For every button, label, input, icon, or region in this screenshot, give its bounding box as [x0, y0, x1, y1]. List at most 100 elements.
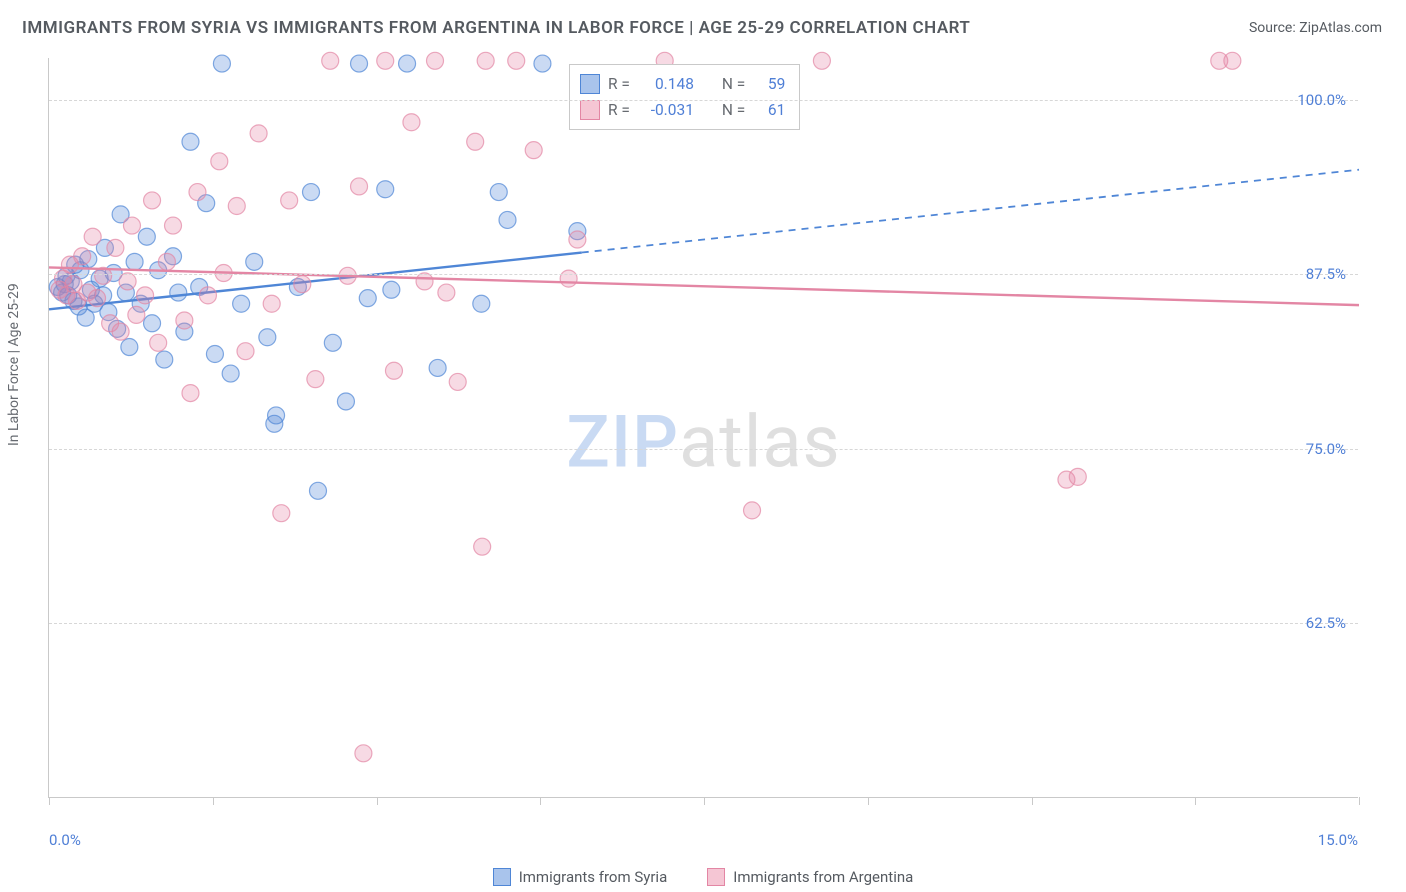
data-point	[303, 184, 320, 201]
stat-r-value: 0.148	[638, 75, 694, 93]
data-point	[112, 323, 129, 340]
stats-box: R =0.148N =59R =-0.031N =61	[569, 64, 800, 130]
data-point	[351, 55, 368, 72]
gridline	[49, 274, 1358, 275]
stat-r-label: R =	[608, 75, 630, 93]
regression-line-extrapolated	[582, 170, 1359, 253]
data-point	[170, 284, 187, 301]
data-point	[385, 362, 402, 379]
stats-row: R = 0.148 N = 59	[580, 71, 785, 97]
stat-n-label: N =	[722, 101, 745, 119]
data-point	[246, 253, 263, 270]
legend-label: Immigrants from Syria	[519, 868, 668, 886]
legend-swatch	[707, 868, 725, 886]
data-point	[211, 153, 228, 170]
data-point	[377, 52, 394, 69]
data-point	[427, 52, 444, 69]
data-point	[222, 365, 239, 382]
legend-label: Immigrants from Argentina	[733, 868, 913, 886]
data-point	[383, 281, 400, 298]
x-tick	[1195, 797, 1196, 805]
data-point	[324, 334, 341, 351]
data-point	[337, 393, 354, 410]
data-point	[150, 334, 167, 351]
data-point	[138, 228, 155, 245]
data-point	[1069, 468, 1086, 485]
data-point	[490, 184, 507, 201]
y-tick-label: 62.5%	[1306, 614, 1346, 632]
data-point	[508, 52, 525, 69]
data-point	[377, 181, 394, 198]
plot-area: ZIPatlas R =0.148N =59R =-0.031N =61 0.0…	[48, 58, 1358, 798]
x-tick	[868, 797, 869, 805]
data-point	[359, 290, 376, 307]
bottom-legend: Immigrants from Syria Immigrants from Arg…	[0, 868, 1406, 886]
data-point	[137, 287, 154, 304]
data-point	[233, 295, 250, 312]
data-point	[499, 211, 516, 228]
legend-swatch	[580, 74, 600, 94]
data-point	[403, 114, 420, 131]
data-point	[534, 55, 551, 72]
data-point	[84, 228, 101, 245]
legend-item: Immigrants from Syria	[493, 868, 668, 886]
data-point	[123, 217, 140, 234]
data-point	[813, 52, 830, 69]
data-point	[399, 55, 416, 72]
x-tick	[377, 797, 378, 805]
data-point	[416, 273, 433, 290]
data-point	[119, 273, 136, 290]
data-point	[107, 239, 124, 256]
data-point	[158, 253, 175, 270]
data-point	[176, 312, 193, 329]
data-point	[74, 248, 91, 265]
data-point	[744, 502, 761, 519]
data-point	[477, 52, 494, 69]
data-point	[121, 339, 138, 356]
legend-item: Immigrants from Argentina	[707, 868, 913, 886]
x-tick	[540, 797, 541, 805]
data-point	[259, 329, 276, 346]
legend-swatch	[493, 868, 511, 886]
x-max-label: 15.0%	[1318, 831, 1358, 849]
data-point	[126, 253, 143, 270]
chart-svg	[49, 58, 1358, 797]
data-point	[268, 407, 285, 424]
data-point	[355, 745, 372, 762]
gridline	[49, 449, 1358, 450]
data-point	[206, 346, 223, 363]
source-link[interactable]: ZipAtlas.com	[1299, 20, 1382, 36]
data-point	[273, 505, 290, 522]
gridline	[49, 100, 1358, 101]
data-point	[569, 231, 586, 248]
data-point	[322, 52, 339, 69]
source-attribution: Source: ZipAtlas.com	[1249, 20, 1382, 36]
data-point	[263, 295, 280, 312]
stat-n-value: 59	[753, 75, 785, 93]
data-point	[199, 287, 216, 304]
data-point	[182, 385, 199, 402]
y-axis-label: In Labor Force | Age 25-29	[6, 283, 22, 446]
data-point	[307, 371, 324, 388]
data-point	[144, 192, 161, 209]
data-point	[429, 359, 446, 376]
data-point	[128, 306, 145, 323]
data-point	[213, 55, 230, 72]
source-label: Source:	[1249, 20, 1299, 36]
data-point	[438, 284, 455, 301]
data-point	[473, 295, 490, 312]
data-point	[189, 184, 206, 201]
y-tick-label: 100.0%	[1297, 91, 1346, 109]
data-point	[237, 343, 254, 360]
data-point	[250, 125, 267, 142]
stat-n-label: N =	[722, 75, 745, 93]
data-point	[560, 270, 577, 287]
data-point	[467, 133, 484, 150]
stat-n-value: 61	[753, 101, 785, 119]
gridline	[49, 623, 1358, 624]
data-point	[351, 178, 368, 195]
data-point	[182, 133, 199, 150]
data-point	[449, 373, 466, 390]
data-point	[165, 217, 182, 234]
data-point	[144, 315, 161, 332]
